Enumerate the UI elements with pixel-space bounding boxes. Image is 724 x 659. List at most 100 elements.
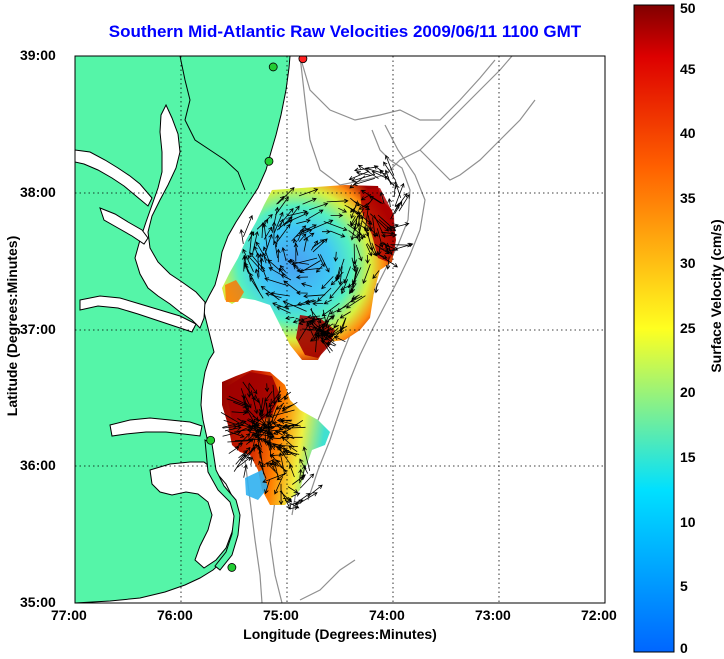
velocity-arrow [276, 306, 291, 314]
colorbar-tick-label: 0 [680, 640, 688, 656]
velocity-arrow [306, 314, 321, 320]
velocity-arrow [264, 383, 270, 393]
velocity-arrow [394, 182, 405, 207]
velocity-arrow [295, 317, 306, 323]
velocity-arrow [310, 308, 322, 324]
x-tick-label: 75:00 [263, 607, 299, 623]
velocity-arrow [302, 197, 317, 205]
velocity-arrow [385, 256, 391, 270]
velocity-arrow [276, 195, 285, 205]
radar-station-marker [206, 435, 216, 445]
delmarva-peninsula-shore [179, 56, 246, 191]
velocity-arrow [271, 206, 280, 233]
velocity-arrow [333, 335, 346, 343]
velocity-arrow [395, 192, 408, 209]
velocity-arrow [384, 154, 395, 176]
colorbar-tick-label: 35 [680, 190, 696, 207]
velocity-arrow [384, 169, 392, 186]
velocity-arrow [249, 230, 254, 254]
velocity-arrow [317, 253, 325, 268]
x-tick-label: 76:00 [157, 607, 193, 623]
velocity-arrow [300, 473, 315, 489]
velocity-arrow [365, 254, 370, 264]
colorbar-tick-label: 5 [680, 578, 688, 595]
velocity-arrow [260, 458, 275, 467]
y-tick-label: 37:00 [20, 320, 56, 337]
velocity-arrow [286, 425, 306, 431]
velocity-arrow [266, 428, 284, 434]
velocity-arrow [259, 257, 264, 269]
velocity-arrow [317, 287, 332, 302]
velocity-arrow [257, 423, 269, 437]
velocity-arrow [249, 272, 260, 292]
velocity-arrow [277, 391, 292, 403]
velocity-arrow [258, 448, 265, 475]
velocity-edge-west [225, 280, 244, 302]
velocity-arrow [251, 231, 259, 256]
velocity-arrow [347, 281, 356, 289]
velocity-arrow [368, 195, 382, 204]
velocity-arrow [276, 402, 285, 410]
velocity-arrow [242, 381, 256, 401]
velocity-arrow [366, 230, 374, 252]
velocity-arrow [379, 169, 395, 187]
velocity-arrow [296, 218, 311, 224]
velocity-arrow [321, 302, 340, 317]
velocity-arrow [321, 276, 334, 290]
velocity-arrow [240, 388, 246, 400]
velocity-vectors [220, 154, 414, 511]
velocity-arrow [285, 315, 295, 321]
colorbar-tick-label: 45 [680, 60, 696, 77]
velocity-arrow [262, 438, 272, 449]
velocity-arrow [296, 299, 314, 306]
x-tick-label: 72:00 [581, 607, 617, 623]
velocity-arrow [280, 490, 291, 510]
velocity-arrow [280, 274, 292, 281]
velocity-arrow [305, 299, 316, 305]
velocity-arrow [278, 424, 288, 430]
velocity-arrow [258, 460, 267, 479]
velocity-arrow [260, 400, 266, 418]
velocity-arrow [362, 263, 371, 284]
y-tick-label: 36:00 [20, 457, 56, 474]
velocity-arrow [351, 173, 376, 183]
velocity-arrow [272, 302, 290, 310]
velocity-arrow [247, 410, 255, 424]
velocity-arrow [283, 219, 293, 225]
velocity-arrow [292, 264, 303, 274]
velocity-arrow [330, 230, 346, 238]
velocity-arrow [353, 220, 358, 231]
velocity-arrow [339, 311, 351, 319]
velocity-arrow [300, 282, 312, 287]
radar-stations [206, 56, 308, 572]
chesapeake-bay [134, 103, 206, 329]
velocity-arrow [258, 397, 264, 414]
velocity-arrow [293, 242, 299, 262]
velocity-arrow [376, 253, 388, 259]
velocity-arrow [278, 267, 285, 276]
velocity-arrow [275, 234, 280, 248]
velocity-arrow [319, 254, 330, 273]
velocity-arrow [269, 453, 291, 458]
velocity-arrow [322, 309, 329, 328]
outer-banks [204, 439, 241, 571]
potomac-river [75, 149, 153, 207]
velocity-arrow [273, 240, 278, 259]
velocity-arrow [350, 200, 358, 219]
colorbar-tick-label: 15 [680, 448, 696, 465]
velocity-arrow [288, 501, 300, 506]
james-river [79, 295, 197, 333]
velocity-arrow [279, 490, 293, 503]
velocity-arrow [352, 243, 357, 265]
velocity-arrow [264, 233, 273, 255]
velocity-arrow [227, 430, 245, 438]
velocity-arrow [226, 398, 250, 408]
velocity-arrow [340, 279, 348, 295]
velocity-arrow [249, 456, 254, 466]
velocity-arrow [222, 420, 247, 428]
velocity-arrow [235, 446, 251, 465]
velocity-arrow [260, 285, 280, 301]
velocity-arrow [291, 257, 318, 266]
velocity-arrow [387, 197, 392, 208]
